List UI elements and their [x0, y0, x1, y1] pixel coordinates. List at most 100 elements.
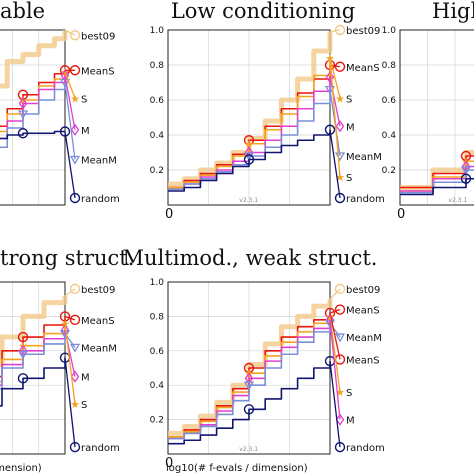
legend-label-best09: best09	[346, 26, 380, 37]
series-line-meanm	[0, 82, 66, 149]
legend-connector	[329, 312, 341, 360]
legend-marker	[334, 283, 346, 295]
legend-connector	[64, 288, 76, 297]
y-tick-label: 1.0	[382, 26, 397, 36]
series-marker	[460, 166, 472, 176]
legend-marker	[69, 30, 81, 41]
series-line-m	[0, 330, 66, 386]
legend-label-m: M	[346, 122, 355, 133]
legend-marker: ★	[335, 171, 345, 184]
legend-label-s: S	[346, 94, 352, 105]
legend-connector	[329, 319, 341, 420]
chart-title: High	[432, 0, 474, 23]
series-line-random	[0, 357, 66, 407]
legend-marker	[69, 65, 81, 76]
series-marker	[17, 331, 29, 343]
plot-frame	[399, 29, 474, 206]
series-line-random	[168, 361, 331, 445]
legend-connector	[64, 29, 76, 36]
legend-marker	[70, 123, 80, 136]
series-line-best09	[0, 30, 68, 89]
x-tick-label: 0	[165, 456, 173, 471]
legend-label-meanm: MeanM	[346, 333, 382, 344]
series-marker	[60, 69, 70, 82]
legend-marker	[69, 155, 81, 165]
legend-marker: ★	[70, 92, 80, 105]
series-marker	[243, 381, 255, 391]
y-tick-label: 0.2	[382, 166, 396, 176]
y-tick-label: 1.0	[150, 26, 165, 36]
series-line-meanm	[168, 323, 331, 440]
chart-title: able	[0, 0, 45, 23]
legend-marker	[334, 192, 346, 204]
legend-connector	[329, 57, 341, 99]
legend-connector	[329, 129, 341, 199]
legend-label-meanm: MeanM	[81, 156, 117, 167]
legend-label-meanm: MeanM	[81, 343, 117, 354]
series-marker	[244, 372, 254, 385]
series-line-random	[0, 130, 65, 140]
legend-marker: ★	[70, 398, 80, 411]
legend-label-s: S	[346, 173, 352, 184]
series-marker	[59, 311, 71, 322]
y-tick-label: 0.2	[150, 166, 164, 176]
y-tick-label: 0.8	[382, 61, 397, 71]
legend-label-random: random	[346, 443, 385, 454]
legend-connector	[64, 323, 76, 405]
series-marker	[243, 404, 255, 415]
x-tick-label: 0	[165, 207, 173, 222]
legend-connector	[64, 357, 76, 448]
legend-label-meanm: MeanM	[346, 152, 382, 163]
legend-connector	[329, 308, 341, 314]
series-marker	[18, 97, 28, 110]
series-marker	[17, 128, 29, 139]
series-marker	[17, 373, 29, 384]
series-marker	[243, 152, 255, 162]
chart-title: Low conditioning	[171, 0, 355, 23]
legend-label-s: S	[81, 400, 87, 411]
legend-marker	[334, 333, 346, 343]
series-line-random	[400, 177, 474, 196]
y-tick-label: 0.2	[150, 416, 164, 426]
chart-panel-5: Multimod., weak struct. 0.2 0.4 0.6 0.8 1.0 0 v…	[123, 246, 385, 471]
legend-connector	[64, 71, 76, 99]
y-tick-label: 0.6	[150, 96, 165, 106]
legend-marker	[334, 24, 346, 36]
legend-marker: ★	[335, 92, 345, 105]
legend-connector	[329, 361, 341, 448]
legend-label-m: M	[81, 373, 90, 384]
legend-connector	[64, 131, 76, 199]
legend-connector	[329, 288, 341, 300]
legend-label-best09: best09	[81, 285, 115, 296]
y-tick-label: 0.4	[150, 381, 165, 391]
legend-label-random: random	[346, 194, 385, 205]
series-marker	[460, 173, 472, 184]
y-tick-label: 0.4	[150, 131, 165, 141]
legend-label-s: S	[346, 388, 352, 399]
series-marker	[17, 350, 29, 360]
chart-panel-2: Low conditioning 0.2 0.4 0.6 0.8 1.0 0 v2.3.1 ★ ★…	[150, 0, 385, 222]
series-marker	[243, 154, 255, 165]
y-tick-label: 0.4	[382, 131, 397, 141]
legend-label-s: S	[81, 94, 87, 105]
legend-label-means: MeanS	[81, 316, 115, 327]
legend-label-best09: best09	[81, 31, 115, 42]
series-line-meanm	[0, 333, 66, 390]
legend-label-means: MeanS	[346, 63, 380, 74]
series-marker	[324, 124, 336, 135]
legend-marker	[334, 304, 346, 315]
y-tick-label: 0.8	[150, 61, 165, 71]
version-label: v2.3.1	[239, 197, 258, 204]
legend-marker	[69, 283, 81, 295]
legend-label-means: MeanS	[346, 306, 380, 317]
legend-label-m: M	[81, 126, 90, 137]
legend-label-m: M	[346, 416, 355, 427]
series-marker	[325, 71, 335, 84]
legend-connector	[64, 75, 76, 130]
x-axis-label-center: log10(# f-evals / dimension)	[166, 463, 308, 474]
chart-title: trong struct.	[0, 246, 134, 270]
legend-marker	[335, 120, 345, 133]
